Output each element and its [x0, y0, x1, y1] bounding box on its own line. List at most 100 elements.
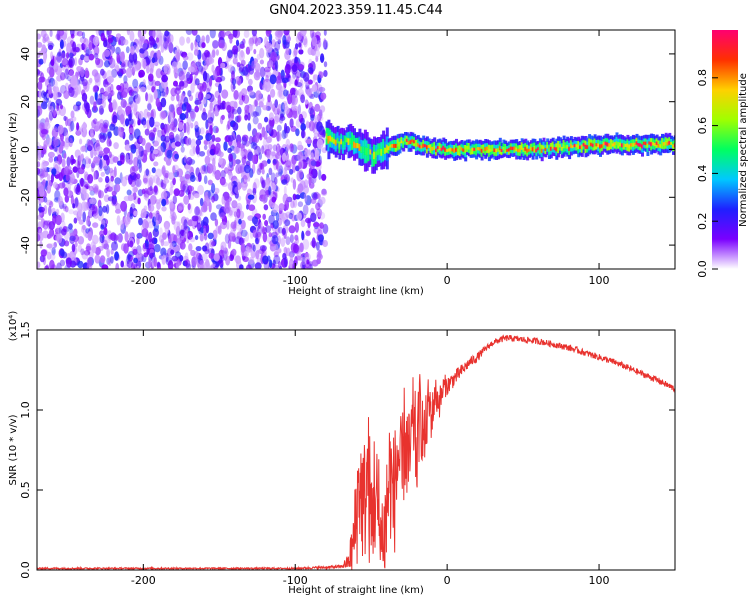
- noise-dot: [283, 128, 289, 139]
- noise-dot: [282, 102, 288, 111]
- noise-dot: [138, 217, 143, 226]
- signal-cell: [648, 147, 652, 152]
- signal-cell: [480, 140, 484, 145]
- signal-cell: [637, 142, 641, 147]
- noise-dot: [321, 129, 326, 138]
- noise-dot: [296, 212, 302, 221]
- signal-cell: [374, 138, 378, 145]
- signal-cell: [628, 151, 632, 156]
- signal-cell: [442, 153, 446, 158]
- signal-cell: [466, 142, 469, 146]
- signal-cell: [537, 143, 541, 148]
- signal-cell: [342, 146, 345, 154]
- noise-dot: [304, 252, 311, 262]
- noise-dot: [172, 165, 176, 174]
- signal-cell: [376, 137, 380, 144]
- noise-dot: [290, 125, 297, 132]
- noise-dot: [271, 39, 276, 48]
- signal-cell: [404, 135, 407, 139]
- noise-dot: [108, 151, 112, 158]
- signal-cell: [396, 138, 400, 143]
- signal-cell: [504, 146, 508, 151]
- signal-cell: [338, 140, 342, 148]
- noise-dot: [103, 147, 110, 154]
- noise-dot: [52, 126, 58, 132]
- noise-dot: [37, 90, 40, 98]
- signal-cell: [568, 146, 572, 151]
- noise-dot: [262, 84, 268, 91]
- noise-dot: [176, 168, 184, 178]
- signal-cell: [464, 140, 468, 145]
- signal-cell: [373, 143, 376, 152]
- noise-dot: [285, 160, 292, 168]
- signal-cell: [331, 125, 335, 132]
- signal-cell: [589, 142, 593, 147]
- noise-dot: [114, 251, 119, 261]
- noise-dot: [45, 137, 53, 147]
- noise-dot: [307, 47, 314, 56]
- signal-cell: [540, 144, 544, 149]
- signal-cell: [416, 138, 420, 143]
- signal-cell: [482, 141, 486, 145]
- signal-cell: [604, 137, 608, 142]
- signal-cell: [624, 140, 628, 144]
- signal-cell: [396, 142, 400, 147]
- signal-cell: [644, 144, 648, 149]
- signal-cell: [544, 153, 548, 158]
- signal-cell: [540, 152, 544, 157]
- noise-dot: [289, 209, 295, 216]
- signal-cell: [620, 139, 624, 144]
- noise-dot: [46, 251, 52, 260]
- signal-cell: [591, 146, 595, 151]
- signal-cell: [393, 143, 397, 148]
- x-tick-label: -100: [283, 574, 308, 587]
- noise-dot: [280, 102, 285, 112]
- noise-dot: [155, 168, 163, 178]
- noise-dot: [314, 49, 321, 58]
- noise-dot: [171, 255, 179, 262]
- noise-dot: [173, 68, 180, 77]
- noise-dot: [183, 195, 190, 205]
- signal-cell: [416, 142, 420, 147]
- signal-cell: [659, 151, 663, 156]
- noise-dot: [128, 232, 133, 239]
- noise-dot: [263, 204, 269, 211]
- noise-dot: [208, 248, 215, 255]
- signal-cell: [456, 145, 460, 149]
- signal-cell: [495, 140, 499, 145]
- noise-dot: [138, 38, 143, 49]
- signal-cell: [473, 147, 477, 151]
- signal-cell: [367, 160, 371, 168]
- signal-cell: [458, 152, 462, 157]
- signal-cell: [655, 137, 659, 142]
- signal-cell: [354, 142, 358, 149]
- signal-cell: [332, 132, 336, 139]
- signal-cell: [566, 136, 570, 141]
- noise-dot: [281, 228, 285, 237]
- noise-dot: [303, 72, 310, 82]
- signal-cell: [644, 141, 648, 146]
- signal-cell: [582, 142, 586, 147]
- signal-cell: [575, 143, 579, 148]
- noise-dot: [136, 173, 141, 180]
- noise-dot: [195, 139, 202, 146]
- spectrogram-x-ticks: -200 -100 0 100: [131, 30, 610, 287]
- signal-cell: [544, 150, 548, 155]
- noise-dot: [162, 40, 168, 51]
- noise-dot: [73, 104, 77, 111]
- noise-dot: [143, 50, 149, 57]
- noise-dot: [139, 135, 143, 143]
- signal-cell: [407, 144, 411, 149]
- noise-dot: [98, 189, 102, 199]
- noise-dot: [112, 156, 119, 163]
- signal-cell: [356, 152, 360, 159]
- noise-dot: [40, 101, 48, 110]
- noise-dot: [269, 259, 273, 269]
- noise-dot: [300, 30, 307, 37]
- signal-cell: [573, 140, 577, 144]
- noise-dot: [322, 239, 328, 248]
- signal-cell: [564, 145, 568, 149]
- noise-dot: [287, 93, 293, 105]
- signal-cell: [661, 148, 664, 153]
- signal-cell: [384, 153, 387, 161]
